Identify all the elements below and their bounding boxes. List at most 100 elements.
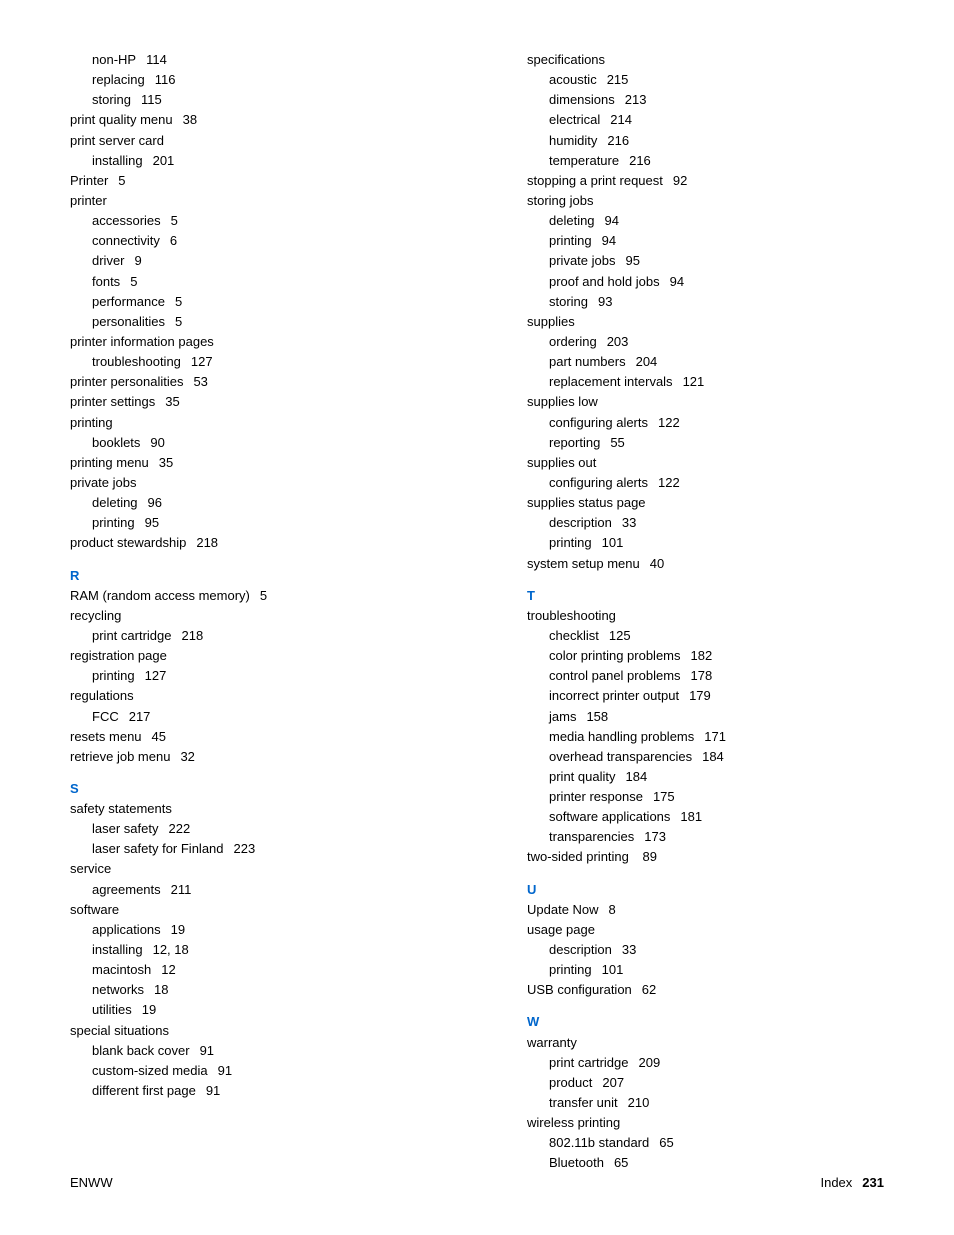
index-page-ref[interactable]: 55 [610,435,624,450]
index-page-ref[interactable]: 125 [609,628,631,643]
index-page-ref[interactable]: 18 [154,982,168,997]
index-page-ref[interactable]: 6 [170,233,177,248]
index-page-ref[interactable]: 35 [159,455,173,470]
index-page-ref[interactable]: 94 [602,233,616,248]
index-page-ref[interactable]: 173 [644,829,666,844]
index-term: regulations [70,688,134,703]
index-page-ref[interactable]: 184 [625,769,647,784]
index-term: specifications [527,52,605,67]
index-page-ref[interactable]: 222 [168,821,190,836]
index-page-ref[interactable]: 101 [602,535,624,550]
index-entry: special situations [70,1021,427,1041]
index-page-ref[interactable]: 215 [607,72,629,87]
index-page-ref[interactable]: 5 [130,274,137,289]
footer-right: Index 231 [820,1173,884,1193]
index-page-ref[interactable]: 121 [683,374,705,389]
index-page-ref[interactable]: 201 [153,153,175,168]
index-page-ref[interactable]: 116 [155,72,176,87]
index-term: software applications [549,809,670,824]
index-page-ref[interactable]: 89 [639,849,657,864]
index-page-ref[interactable]: 158 [586,709,608,724]
index-page-ref[interactable]: 218 [196,535,218,550]
index-page-ref[interactable]: 33 [622,515,636,530]
index-page-ref[interactable]: 213 [625,92,647,107]
index-page-ref[interactable]: 171 [704,729,726,744]
index-page-ref[interactable]: 93 [598,294,612,309]
index-page-ref[interactable]: 5 [175,314,182,329]
index-entry: installing201 [92,151,427,171]
index-term: service [70,861,111,876]
index-page-ref[interactable]: 94 [605,213,619,228]
index-page-ref[interactable]: 91 [206,1083,220,1098]
index-page-ref[interactable]: 115 [141,92,162,107]
index-term: configuring alerts [549,415,648,430]
index-page-ref[interactable]: 207 [602,1075,624,1090]
index-entry: recycling [70,606,427,626]
index-page-ref[interactable]: 65 [659,1135,673,1150]
index-page-ref[interactable]: 12 [161,962,175,977]
index-page-ref[interactable]: 127 [145,668,167,683]
index-term: supplies low [527,394,598,409]
index-page-ref[interactable]: 217 [129,709,151,724]
index-page-ref[interactable]: 210 [628,1095,650,1110]
index-page-ref[interactable]: 211 [171,882,192,897]
index-term: printing [549,962,592,977]
index-entry: laser safety222 [92,819,427,839]
index-page-ref[interactable]: 35 [165,394,179,409]
index-page-ref[interactable]: 38 [183,112,197,127]
index-page-ref[interactable]: 114 [146,52,167,67]
index-page-ref[interactable]: 33 [622,942,636,957]
index-page-ref[interactable]: 5 [171,213,178,228]
index-page-ref[interactable]: 5 [260,588,267,603]
index-term: configuring alerts [549,475,648,490]
index-page-ref[interactable]: 175 [653,789,675,804]
index-page-ref[interactable]: 184 [702,749,724,764]
index-page-ref[interactable]: 92 [673,173,687,188]
index-entry: ordering203 [549,332,884,352]
index-page-ref[interactable]: 216 [629,153,651,168]
index-page-ref[interactable]: 5 [118,173,125,188]
index-page-ref[interactable]: 181 [680,809,702,824]
index-page-ref[interactable]: 19 [171,922,185,937]
index-page-ref[interactable]: 95 [145,515,159,530]
index-page-ref[interactable]: 62 [642,982,656,997]
index-page-ref[interactable]: 209 [638,1055,660,1070]
index-term: print server card [70,133,164,148]
index-page-ref[interactable]: 94 [670,274,684,289]
index-section-letter: R [70,566,427,586]
index-page-ref[interactable]: 12, 18 [153,942,189,957]
index-page-ref[interactable]: 101 [602,962,624,977]
index-page-ref[interactable]: 9 [135,253,142,268]
index-entry: private jobs [70,473,427,493]
index-page-ref[interactable]: 53 [193,374,207,389]
index-entry: blank back cover91 [92,1041,427,1061]
index-page-ref[interactable]: 178 [691,668,713,683]
index-page-ref[interactable]: 203 [607,334,629,349]
index-page-ref[interactable]: 65 [614,1155,628,1170]
index-page-ref[interactable]: 218 [181,628,203,643]
index-page-ref[interactable]: 223 [234,841,256,856]
index-page-ref[interactable]: 122 [658,475,680,490]
index-term: wireless printing [527,1115,620,1130]
index-page-ref[interactable]: 5 [175,294,182,309]
index-page-ref[interactable]: 96 [148,495,162,510]
index-page-ref[interactable]: 91 [218,1063,232,1078]
index-page-ref[interactable]: 182 [691,648,713,663]
index-page-ref[interactable]: 90 [150,435,164,450]
index-page-ref[interactable]: 8 [609,902,616,917]
index-page-ref[interactable]: 45 [152,729,166,744]
index-page-ref[interactable]: 179 [689,688,711,703]
index-page-ref[interactable]: 122 [658,415,680,430]
index-page-ref[interactable]: 216 [607,133,629,148]
index-term: retrieve job menu [70,749,170,764]
index-page-ref[interactable]: 95 [625,253,639,268]
index-page-ref[interactable]: 214 [610,112,632,127]
index-page-ref[interactable]: 32 [180,749,194,764]
index-entry: printer personalities53 [70,372,427,392]
index-page-ref[interactable]: 91 [200,1043,214,1058]
index-entry: description33 [549,513,884,533]
index-page-ref[interactable]: 40 [650,556,664,571]
index-page-ref[interactable]: 204 [636,354,658,369]
index-page-ref[interactable]: 19 [142,1002,156,1017]
index-page-ref[interactable]: 127 [191,354,213,369]
